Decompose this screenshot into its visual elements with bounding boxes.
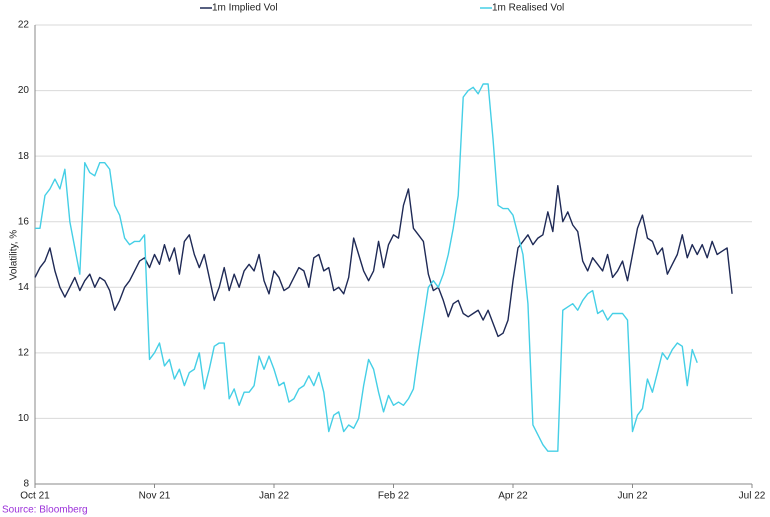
x-tick-label: Jan 22 [259,491,289,502]
y-tick-label: 20 [18,85,30,96]
series-line [35,83,698,452]
y-axis-label: Volatility, % [9,230,20,280]
y-tick-label: 12 [18,347,30,358]
y-tick-label: 16 [18,216,30,227]
x-tick-label: Nov 21 [139,491,171,502]
y-tick-label: 14 [18,282,30,293]
y-tick-label: 18 [18,151,30,162]
y-tick-label: 8 [23,479,29,490]
y-tick-label: 22 [18,20,30,31]
x-tick-label: Feb 22 [378,491,410,502]
source: Source: Bloomberg [2,505,88,516]
x-tick-label: Oct 21 [20,491,50,502]
legend-label: 1m Realised Vol [492,3,564,14]
series-line [34,184,733,338]
y-tick-label: 10 [18,413,30,424]
x-tick-label: Apr 22 [498,491,528,502]
legend-label: 1m Implied Vol [212,3,278,14]
x-tick-label: Jul 22 [739,491,766,502]
x-tick-label: Jun 22 [617,491,647,502]
